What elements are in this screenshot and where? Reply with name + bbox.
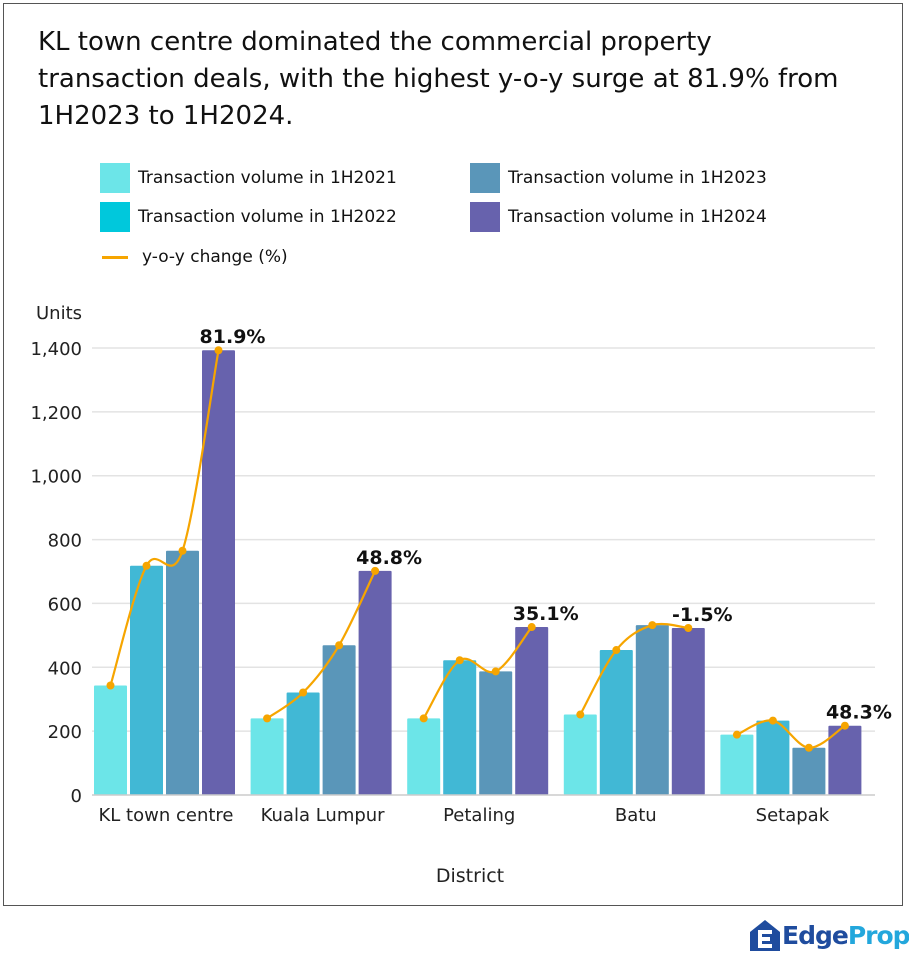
bar-2 <box>130 565 163 795</box>
bar-2 <box>443 660 477 795</box>
legend-swatch <box>100 202 130 232</box>
bar-1 <box>94 685 127 795</box>
legend-label: Transaction volume in 1H2021 <box>138 168 397 188</box>
yoy-point <box>491 667 500 676</box>
yoy-data-label: -1.5% <box>672 604 733 626</box>
x-tick-label: Petaling <box>443 805 515 826</box>
y-axis-title: Units <box>36 303 82 324</box>
house-logo-icon <box>750 920 780 951</box>
yoy-line <box>736 719 846 749</box>
legend-swatch <box>470 202 500 232</box>
chart-frame <box>3 3 903 906</box>
yoy-data-label: 81.9% <box>200 326 266 348</box>
y-tick-label: 200 <box>48 722 82 743</box>
legend-label: Transaction volume in 1H2022 <box>138 207 397 227</box>
y-tick-label: 600 <box>48 594 82 615</box>
legend-line-swatch <box>102 255 128 259</box>
bar-1 <box>407 718 441 795</box>
yoy-point <box>371 566 380 575</box>
yoy-data-label: 35.1% <box>513 603 579 625</box>
bar-4 <box>515 627 549 795</box>
legend-label: Transaction volume in 1H2023 <box>508 168 767 188</box>
yoy-line <box>579 622 689 716</box>
bar-1 <box>720 734 754 795</box>
y-tick-label: 1,200 <box>30 403 82 424</box>
yoy-point <box>648 621 657 630</box>
yoy-data-label: 48.3% <box>826 702 892 724</box>
yoy-point <box>335 641 344 650</box>
bar-3 <box>166 550 199 795</box>
legend-yoy: y-o-y change (%) <box>100 247 288 267</box>
yoy-point <box>684 624 693 633</box>
bar-2 <box>286 692 320 795</box>
yoy-point <box>214 346 223 355</box>
x-axis-title: District <box>436 865 504 887</box>
yoy-point <box>263 714 272 723</box>
x-tick-label: Setapak <box>756 805 830 826</box>
yoy-point <box>732 730 741 739</box>
yoy-point <box>178 546 187 555</box>
legend-swatch <box>100 163 130 193</box>
yoy-point <box>419 714 428 723</box>
bar-3 <box>322 645 356 795</box>
legend-swatch <box>470 163 500 193</box>
y-tick-label: 800 <box>48 531 82 552</box>
y-tick-label: 0 <box>71 786 82 807</box>
yoy-point <box>527 623 536 632</box>
bar-4 <box>828 725 862 795</box>
yoy-point <box>612 646 621 655</box>
edgeprop-logo: Edge Prop <box>748 918 909 952</box>
x-tick-label: Kuala Lumpur <box>261 805 386 826</box>
bar-2 <box>599 650 633 795</box>
bar-4 <box>202 350 235 795</box>
yoy-point <box>768 716 777 725</box>
legend-1h2021: Transaction volume in 1H2021 <box>100 163 397 193</box>
y-tick-label: 1,400 <box>30 339 82 360</box>
x-tick-label: KL town centre <box>99 805 234 826</box>
legend-label: Transaction volume in 1H2024 <box>508 207 767 227</box>
yoy-point <box>840 721 849 730</box>
legend-label: y-o-y change (%) <box>142 247 288 267</box>
yoy-point <box>804 743 813 752</box>
bar-4 <box>358 570 392 795</box>
yoy-point <box>455 656 464 665</box>
bar-2 <box>756 720 790 795</box>
legend-1h2022: Transaction volume in 1H2022 <box>100 202 397 232</box>
yoy-line <box>422 626 533 719</box>
bar-1 <box>563 714 597 795</box>
yoy-data-label: 48.8% <box>356 547 422 569</box>
bar-3 <box>479 671 513 795</box>
logo-edge: Edge <box>782 920 849 950</box>
bar-3 <box>792 747 826 795</box>
y-tick-label: 400 <box>48 658 82 679</box>
chart-title: KL town centre dominated the commercial … <box>38 27 839 131</box>
yoy-point <box>576 710 585 719</box>
bar-4 <box>671 628 705 795</box>
yoy-point <box>299 688 308 697</box>
yoy-line <box>109 350 220 686</box>
x-tick-label: Batu <box>615 805 657 826</box>
legend-1h2023: Transaction volume in 1H2023 <box>470 163 767 193</box>
bar-3 <box>635 625 669 795</box>
legend-1h2024: Transaction volume in 1H2024 <box>470 202 767 232</box>
yoy-point <box>106 681 115 690</box>
yoy-point <box>142 561 151 570</box>
yoy-line <box>266 570 377 720</box>
logo-prop: Prop <box>847 920 909 950</box>
y-tick-label: 1,000 <box>30 467 82 488</box>
bar-1 <box>250 718 284 795</box>
